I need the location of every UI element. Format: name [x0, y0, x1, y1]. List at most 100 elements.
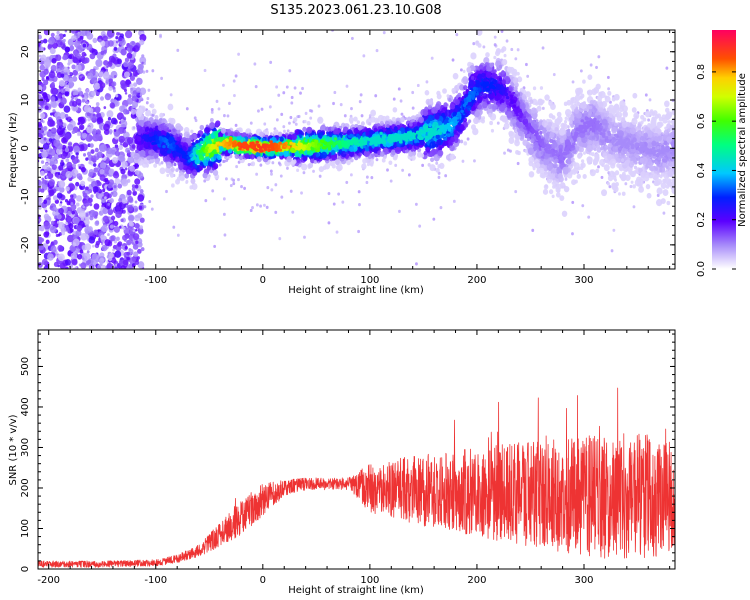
spectrogram-noise-cell — [71, 64, 76, 70]
spectrogram-band-cell — [463, 141, 468, 146]
spectrogram-noise-cell — [45, 75, 49, 80]
spectrogram-band-cell — [485, 52, 490, 58]
spectrogram-scatter-cell — [290, 101, 294, 105]
spectrogram-noise-cell — [114, 60, 118, 64]
spectrogram-noise-cell — [120, 119, 128, 128]
spectrogram-scatter-cell — [226, 114, 230, 118]
spectrogram-noise-cell — [80, 180, 86, 187]
spectrogram-noise-cell — [115, 40, 119, 44]
spectrogram-noise-cell — [45, 239, 50, 245]
spectrogram-noise-cell — [64, 198, 69, 203]
spectrogram-band-cell — [513, 85, 518, 91]
spectrogram-noise-cell — [90, 194, 94, 198]
spectrogram-noise-cell — [76, 173, 83, 180]
spectrogram-scatter-cell — [270, 172, 273, 176]
spectrogram-noise-cell — [122, 259, 129, 266]
spectrogram-scatter-cell — [273, 26, 276, 29]
spectrogram-noise-cell — [73, 217, 80, 225]
spectrogram-band-cell — [495, 50, 500, 57]
spectrogram-scatter-cell — [280, 112, 284, 116]
spectrogram-scatter-cell — [271, 161, 275, 165]
spectrogram-band-cell — [580, 159, 585, 164]
spectrogram-noise-cell — [127, 149, 131, 154]
spectrogram-noise-cell — [112, 248, 115, 252]
spectrogram-noise-cell — [95, 220, 100, 225]
spectrogram-noise-cell — [60, 153, 67, 160]
spectrogram-scatter-cell — [644, 93, 648, 97]
spectrogram-noise-cell — [116, 58, 122, 65]
spectrogram-scatter-cell — [213, 244, 217, 249]
spectrogram-noise-cell — [82, 205, 86, 209]
spectrogram-noise-cell — [138, 205, 143, 210]
spectrogram-noise-cell — [59, 161, 65, 167]
spectrogram-noise-cell — [123, 88, 128, 93]
spectrogram-scatter-cell — [345, 180, 349, 185]
spectrogram-noise-cell — [96, 151, 103, 159]
spectrogram-noise-cell — [132, 229, 136, 233]
spectrogram-noise-cell — [132, 101, 139, 108]
spectrogram-noise-cell — [40, 112, 46, 119]
spectrogram-noise-cell — [95, 240, 100, 246]
spectrogram-scatter-cell — [235, 164, 239, 169]
spectrogram-scatter-cell — [223, 114, 226, 118]
spectrogram-noise-cell — [114, 178, 121, 185]
spectrogram-noise-cell — [38, 42, 41, 47]
spectrogram-noise-cell — [139, 39, 145, 46]
spectrogram-noise-cell — [64, 266, 69, 269]
spectrogram-noise-cell — [120, 265, 126, 269]
spectrogram-scatter-cell — [493, 35, 497, 39]
spectrogram-noise-cell — [83, 252, 91, 260]
spectrogram-scatter-cell — [404, 116, 407, 121]
spectrogram-noise-cell — [132, 233, 140, 241]
spectrogram-scatter-cell — [160, 76, 163, 80]
spectrogram-noise-cell — [58, 165, 64, 171]
spectrogram-noise-cell — [64, 133, 71, 140]
spectrogram-scatter-cell — [282, 91, 286, 95]
spectrogram-noise-cell — [40, 39, 44, 44]
spectrogram-noise-cell — [127, 214, 135, 222]
spectrogram-band-cell — [542, 129, 546, 134]
spectrogram-scatter-cell — [382, 31, 386, 35]
spectrogram-noise-cell — [62, 122, 67, 128]
spectrogram-noise-cell — [126, 137, 134, 145]
spectrogram-scatter-cell — [411, 106, 415, 110]
spectrogram-band-cell — [250, 161, 256, 167]
spectrogram-noise-cell — [85, 101, 89, 105]
spectrogram-scatter-cell — [339, 103, 343, 107]
spectrogram-scatter-cell — [526, 74, 530, 78]
spectrogram-scatter-cell — [293, 86, 297, 90]
spectrogram-noise-cell — [98, 71, 104, 78]
spectrogram-noise-cell — [64, 113, 69, 118]
spectrogram-band-cell — [303, 119, 307, 124]
spectrogram-band-cell — [542, 188, 549, 195]
spectrogram-noise-cell — [64, 30, 68, 33]
spectrogram-noise-cell — [39, 225, 45, 232]
spectrogram-noise-cell — [52, 108, 56, 113]
spectrogram-noise-cell — [94, 106, 101, 114]
spectrogram-noise-cell — [105, 179, 110, 185]
spectrogram-scatter-cell — [541, 46, 545, 50]
spectrogram-scatter-cell — [656, 193, 660, 197]
spectrogram-scatter-cell — [254, 85, 258, 89]
spectrogram-noise-cell — [58, 79, 65, 87]
spectrogram-scatter-cell — [176, 48, 180, 52]
spectrogram-noise-cell — [106, 110, 114, 118]
spectrogram-band-cell — [528, 171, 535, 178]
spectrogram-band-cell — [666, 200, 671, 206]
spectrogram-scatter-cell — [665, 66, 669, 70]
spectrogram-scatter-cell — [482, 45, 486, 49]
spectrogram-scatter-cell — [203, 68, 207, 73]
spectrogram-noise-cell — [135, 87, 141, 93]
spectrogram-noise-cell — [44, 105, 49, 110]
spectrogram-scatter-cell — [255, 172, 259, 176]
spectrogram-band-cell — [595, 83, 601, 90]
spectrogram-noise-cell — [138, 228, 144, 235]
spectrogram-noise-cell — [118, 259, 123, 265]
spectrogram-noise-cell — [60, 73, 65, 78]
spectrogram-band-cell — [474, 40, 480, 46]
spectrogram-noise-cell — [77, 116, 83, 122]
spectrogram-noise-cell — [109, 224, 114, 229]
spectrogram-noise-cell — [41, 77, 45, 81]
spectrogram-scatter-cell — [243, 186, 246, 190]
